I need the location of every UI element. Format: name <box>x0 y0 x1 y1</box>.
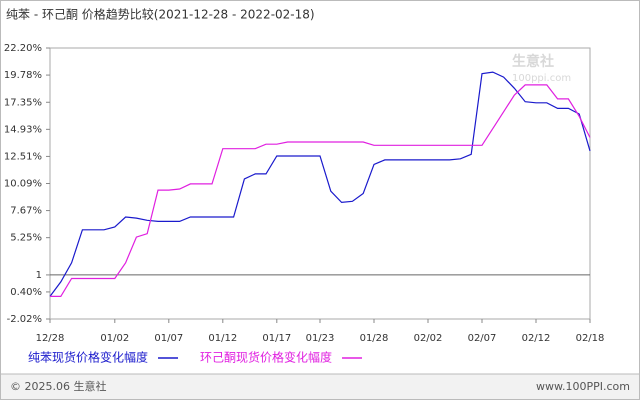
y-tick-label: 19.78% <box>4 70 42 81</box>
footer-left: © 2025.06 生意社 <box>10 379 106 393</box>
y-tick-label: 5.25% <box>10 233 42 244</box>
series-line <box>50 84 591 297</box>
watermark: 生意社 <box>512 53 554 70</box>
x-tick-label: 02/18 <box>576 333 605 344</box>
watermark: 100ppi.com <box>512 73 571 84</box>
y-tick-label: 0.40% <box>10 287 42 298</box>
x-tick-label: 12/28 <box>36 333 65 344</box>
x-tick-label: 02/12 <box>522 333 551 344</box>
y-tick-label: 22.20% <box>4 43 42 54</box>
footer-bar <box>0 373 640 400</box>
legend-label: 纯苯现货价格变化幅度 <box>28 350 148 365</box>
y-tick-label: 10.09% <box>4 179 42 190</box>
x-tick-label: 01/28 <box>360 333 389 344</box>
x-tick-label: 01/02 <box>100 333 129 344</box>
x-tick-label: 01/17 <box>262 333 291 344</box>
x-tick-label: 02/07 <box>468 333 497 344</box>
x-tick-label: 02/02 <box>414 333 443 344</box>
x-tick-label: 01/12 <box>208 333 237 344</box>
y-tick-label: -2.02% <box>7 314 42 325</box>
y-tick-label: 14.93% <box>4 124 42 135</box>
y-tick-label: 17.35% <box>4 97 42 108</box>
series-line <box>49 71 591 297</box>
chart-title: 纯苯 - 环己酮 价格趋势比较(2021-12-28 - 2022-02-18) <box>6 7 315 22</box>
x-tick-label: 01/07 <box>154 333 183 344</box>
legend-label: 环己酮现货价格变化幅度 <box>200 350 332 365</box>
y-tick-label: 1 <box>36 270 42 281</box>
y-tick-label: 7.67% <box>10 206 42 217</box>
y-tick-label: 12.51% <box>4 151 42 162</box>
x-tick-label: 01/23 <box>306 333 335 344</box>
footer-right: www.100PPI.com <box>536 380 630 393</box>
